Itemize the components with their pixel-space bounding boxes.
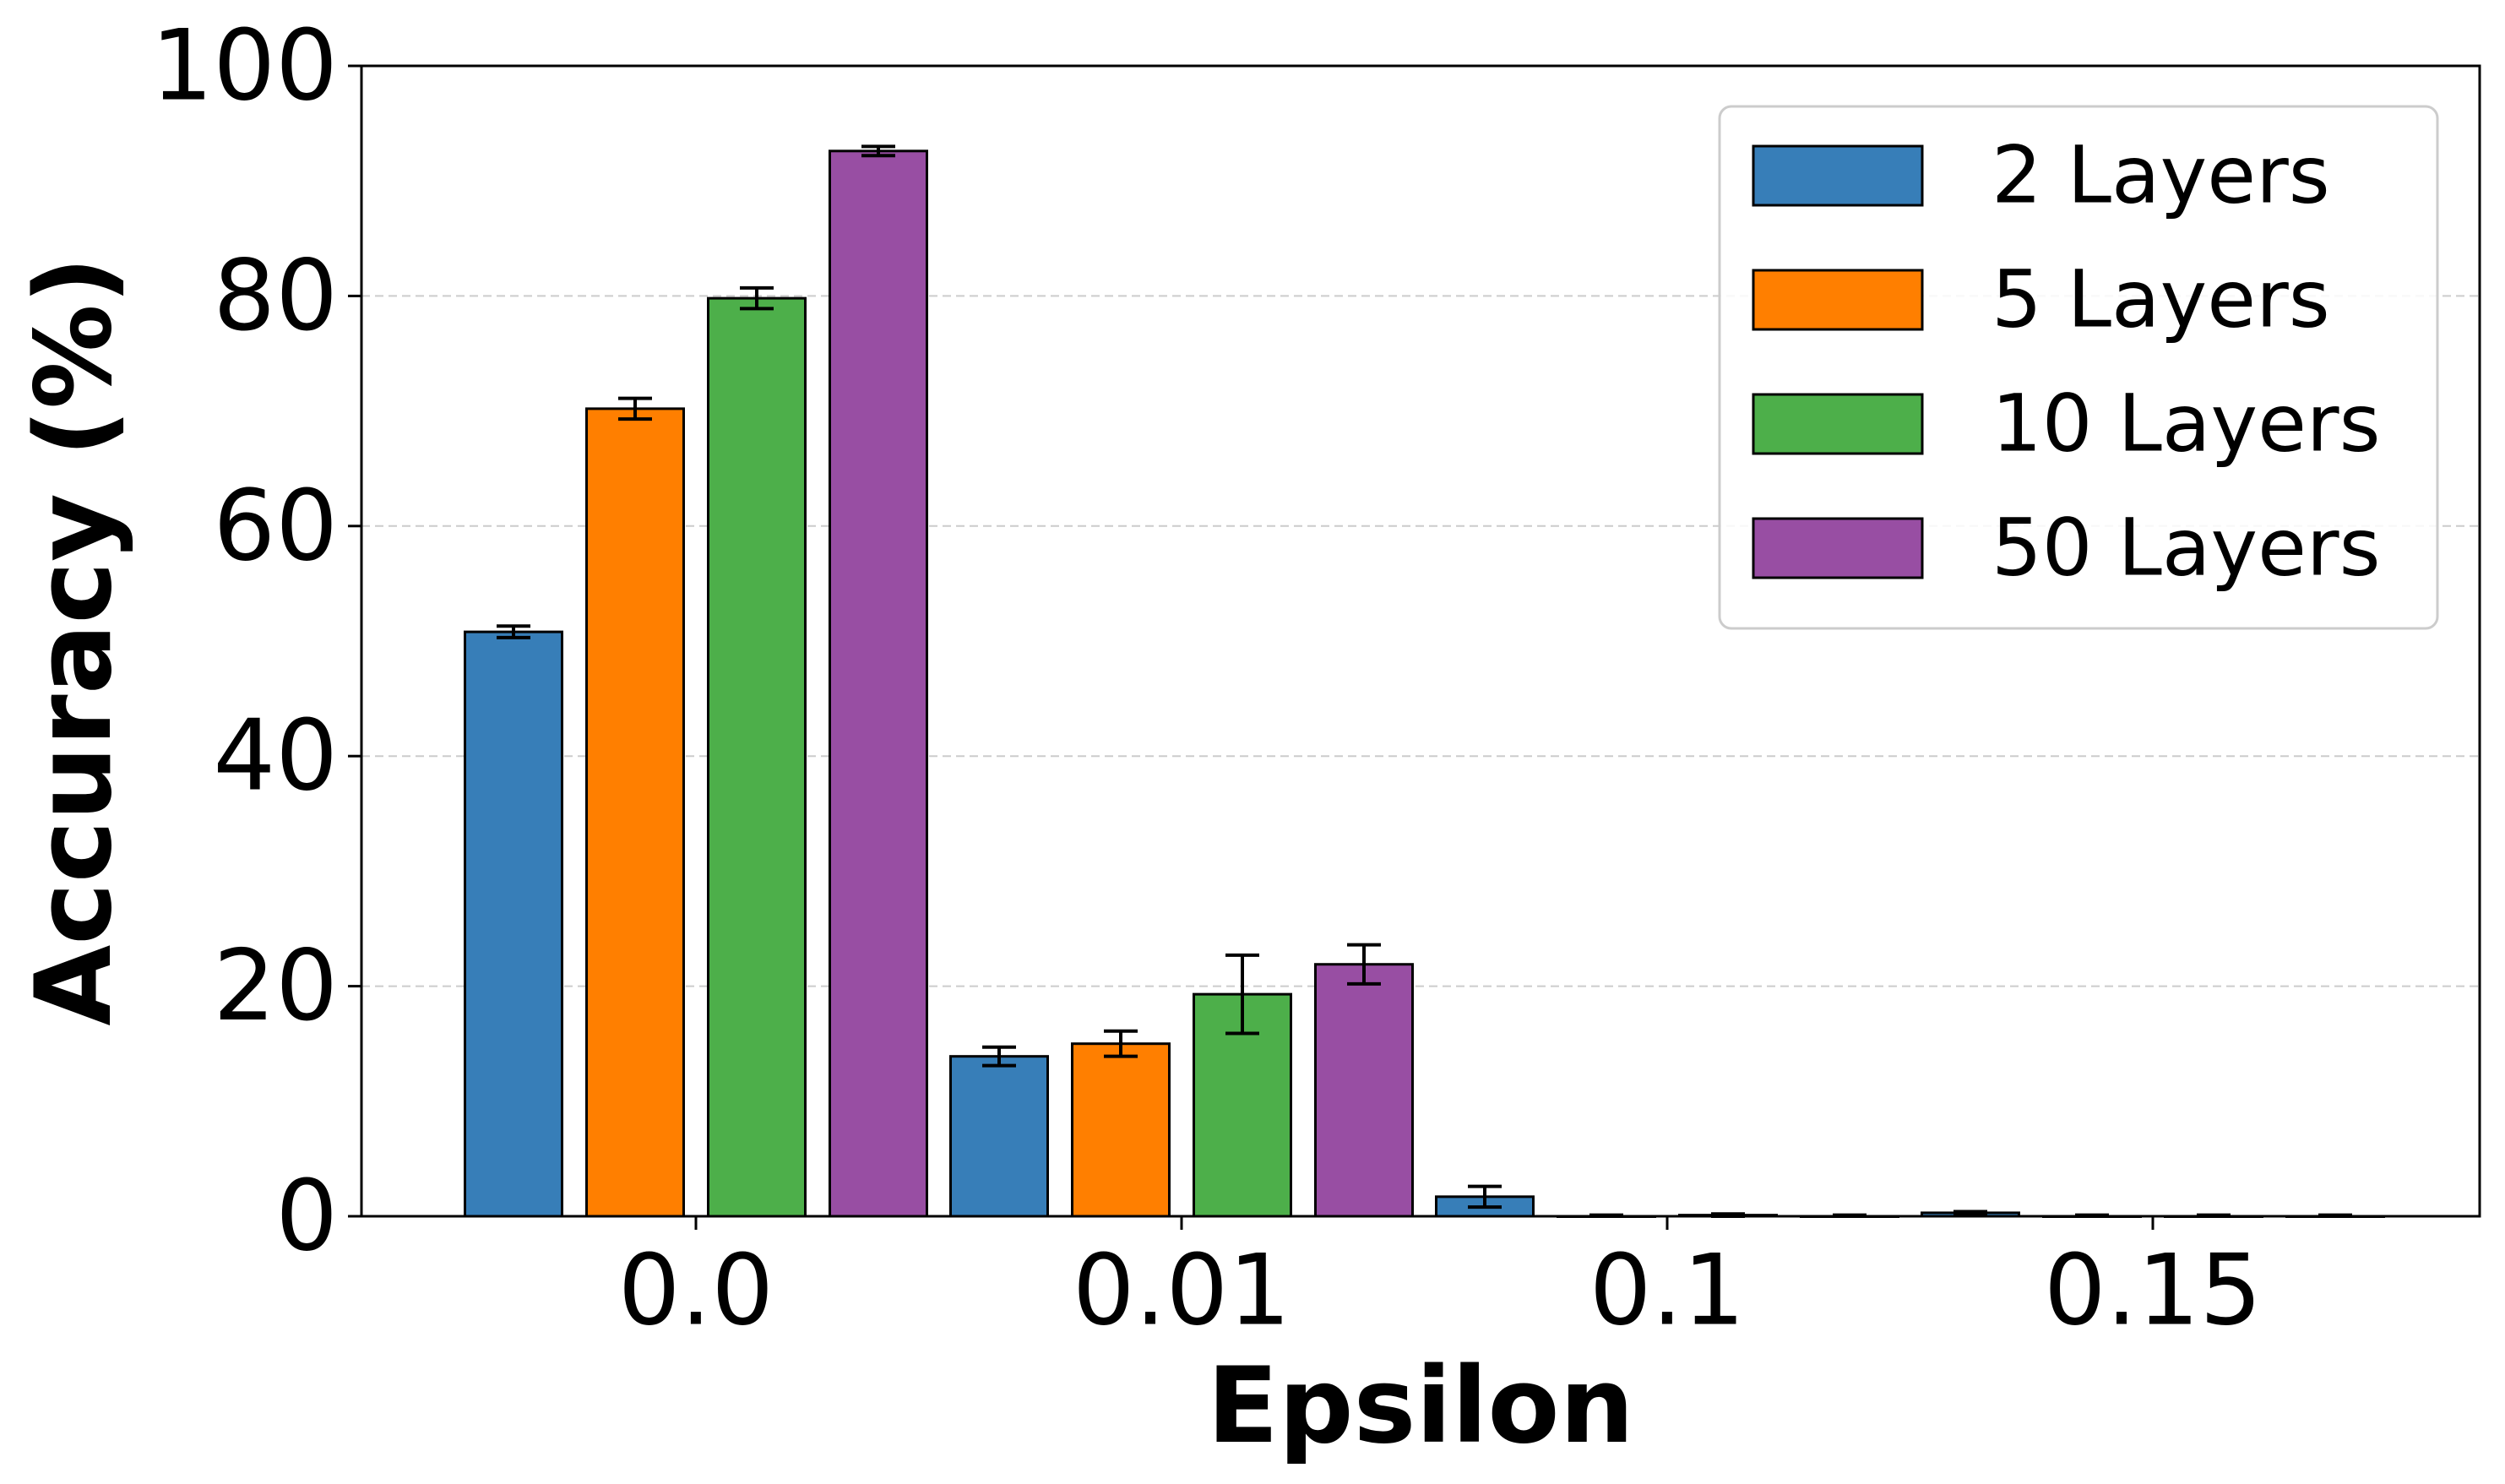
legend-swatch <box>1752 393 1924 455</box>
error-bar <box>497 624 530 639</box>
error-bar <box>1225 953 1259 1036</box>
error-bar <box>1468 1184 1502 1209</box>
error-bar <box>861 144 895 158</box>
y-axis-ticks: 0 20 40 60 80 100 <box>151 9 361 1274</box>
legend-swatch <box>1752 269 1924 331</box>
legend-swatch <box>1752 144 1924 207</box>
y-tick-label: 60 <box>213 469 338 583</box>
x-tick-label: 0.1 <box>1589 1234 1745 1348</box>
error-bar <box>1104 1029 1138 1058</box>
error-bar <box>1347 943 1381 986</box>
bar <box>585 407 685 1218</box>
legend-item: 10 Layers <box>1752 378 2381 470</box>
x-tick-label: 0.01 <box>1073 1234 1291 1348</box>
error-bar <box>982 1045 1016 1068</box>
bar <box>707 296 807 1218</box>
bar <box>949 1055 1049 1218</box>
legend-item: 50 Layers <box>1752 503 2381 595</box>
legend-item: 2 Layers <box>1752 130 2330 222</box>
bar <box>829 149 928 1218</box>
legend-swatch <box>1752 517 1924 579</box>
legend-frame <box>1718 105 2439 630</box>
y-tick-label: 100 <box>151 9 338 123</box>
y-axis-title: Accuracy (%) <box>14 256 135 1025</box>
legend-item: 5 Layers <box>1752 254 2330 346</box>
x-axis-title: Epsilon <box>1207 1345 1634 1467</box>
x-axis-ticks: 0.0 0.01 0.1 0.15 <box>618 1216 2262 1348</box>
legend-label: 10 Layers <box>1992 378 2381 470</box>
legend: 2 Layers 5 Layers 10 Layers 50 Layers <box>1718 105 2439 630</box>
y-tick-label: 20 <box>213 929 338 1043</box>
y-tick-label: 0 <box>275 1160 338 1274</box>
plot-frame <box>360 64 2481 1218</box>
legend-label: 5 Layers <box>1992 254 2330 346</box>
bar <box>1071 1042 1171 1218</box>
x-tick-label: 0.15 <box>2044 1234 2262 1348</box>
y-tick-label: 40 <box>213 699 338 813</box>
error-bar <box>740 285 774 311</box>
bar <box>1314 963 1414 1218</box>
y-tick-label: 80 <box>213 239 338 353</box>
error-bar <box>1953 1209 1987 1216</box>
legend-label: 50 Layers <box>1992 503 2381 595</box>
x-tick-label: 0.0 <box>618 1234 774 1348</box>
legend-label: 2 Layers <box>1992 130 2330 222</box>
error-bar <box>618 396 652 421</box>
bar <box>464 630 563 1218</box>
